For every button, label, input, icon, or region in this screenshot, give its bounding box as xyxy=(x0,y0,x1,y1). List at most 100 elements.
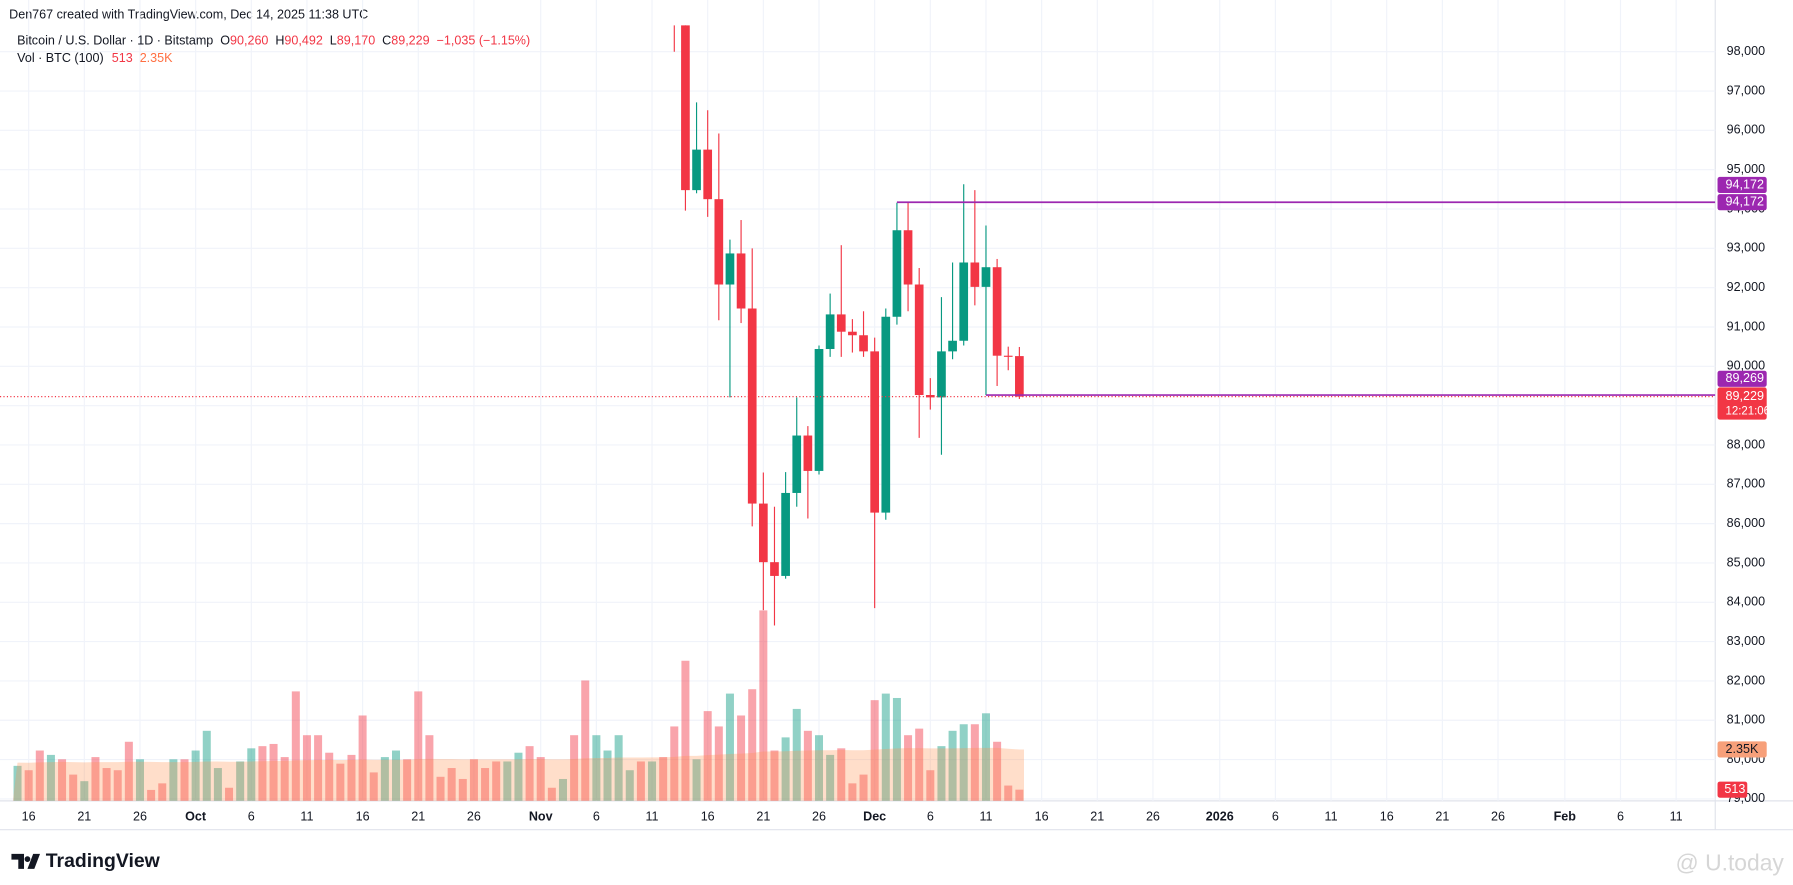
volume-bar xyxy=(881,693,890,801)
volume-bar xyxy=(447,768,456,801)
candle-body xyxy=(970,262,980,287)
y-tick-label: 86,000 xyxy=(1727,516,1765,530)
volume-ma-area xyxy=(12,747,1024,801)
y-tick-label: 84,000 xyxy=(1727,595,1765,609)
volume-bar xyxy=(258,746,267,801)
candle-body xyxy=(825,314,835,350)
volume-bar xyxy=(102,768,111,801)
x-tick-label: 11 xyxy=(1325,809,1338,823)
y-tick-label: 82,000 xyxy=(1727,673,1765,687)
candle-body xyxy=(1003,355,1013,357)
volume-box xyxy=(1717,781,1748,798)
x-tick-label: 26 xyxy=(467,809,481,823)
volume-bar xyxy=(859,774,868,801)
volume-bar xyxy=(269,743,278,801)
volume-bar xyxy=(614,735,623,801)
volume-bar xyxy=(124,741,133,801)
volume-bar xyxy=(469,759,478,801)
candle-body xyxy=(714,199,724,285)
volume-bar xyxy=(570,735,579,801)
volume-bar xyxy=(737,715,746,801)
volume-bar xyxy=(1004,785,1013,801)
candle-body xyxy=(848,331,857,336)
volume-bar xyxy=(481,768,490,801)
candle-body xyxy=(903,230,913,285)
legend-line: Bitcoin / U.S. Dollar · 1D · Bitstamp O9… xyxy=(17,34,530,48)
volume-bar xyxy=(547,787,556,801)
countdown-label: 12:21:06 xyxy=(1726,406,1770,418)
legend-low: 89,170 xyxy=(337,34,375,48)
price-label-box xyxy=(1717,370,1767,387)
volume-bar xyxy=(792,708,801,801)
candle-body xyxy=(814,349,824,471)
x-tick-label: 6 xyxy=(927,809,934,823)
volume-bar xyxy=(870,700,879,801)
level-label: 94,172 xyxy=(1726,177,1764,191)
volume-bar xyxy=(525,746,534,801)
legend-close-label: C xyxy=(382,34,391,48)
price-label-box xyxy=(1717,387,1767,420)
volume-legend: Vol · BTC (100) 513 2.35K xyxy=(17,51,173,65)
volume-bar xyxy=(692,759,701,801)
x-tick-label: 16 xyxy=(356,809,370,823)
volume-bar xyxy=(536,757,545,801)
legend-low-label: L xyxy=(330,34,337,48)
x-tick-label: 21 xyxy=(1435,809,1449,823)
logo: TradingView xyxy=(11,850,161,872)
candle-body xyxy=(725,253,735,285)
volume-bar xyxy=(803,730,812,801)
legend-open: 90,260 xyxy=(230,34,268,48)
candle-body xyxy=(836,314,846,332)
volume-bar xyxy=(213,768,222,801)
volume-bar xyxy=(80,781,89,801)
volume-bar xyxy=(336,763,345,801)
volume-bar xyxy=(492,761,501,801)
candle-body xyxy=(981,267,991,287)
volume-bar xyxy=(648,761,657,801)
x-tick-label: 11 xyxy=(979,809,992,823)
price-label-box xyxy=(1717,176,1767,194)
level-label: 89,269 xyxy=(1726,371,1764,385)
x-tick-label: 21 xyxy=(411,809,425,823)
candle-body xyxy=(948,340,957,352)
volume-bar xyxy=(180,759,189,801)
volume-bar xyxy=(725,693,734,801)
legend-change: −1,035 (−1.15%) xyxy=(437,34,531,48)
volume-bar xyxy=(24,770,33,801)
x-tick-label: 21 xyxy=(1090,809,1104,823)
y-tick-label: 90,000 xyxy=(1727,359,1765,373)
y-tick-label: 83,000 xyxy=(1727,634,1765,648)
volume-bar xyxy=(425,735,434,801)
volume-value-label: 513 xyxy=(1724,782,1745,796)
x-tick-label: 16 xyxy=(1035,809,1049,823)
candle-layer xyxy=(0,25,1716,626)
watermark: @ U.today xyxy=(1676,849,1785,875)
legend-high: 90,492 xyxy=(284,34,322,48)
candle-body xyxy=(736,253,746,309)
x-tick-label: 16 xyxy=(701,809,715,823)
volume-bar xyxy=(981,713,990,801)
volume-bar xyxy=(291,691,300,801)
volume-name: Vol · BTC (100) xyxy=(17,51,104,65)
volume-bar xyxy=(892,697,901,801)
volume-bar xyxy=(514,752,523,801)
last-price-label: 89,229 xyxy=(1726,389,1764,403)
volume-bar xyxy=(91,757,100,801)
volume-bar xyxy=(113,770,122,801)
candle-body xyxy=(1015,356,1024,397)
y-tick-label: 85,000 xyxy=(1727,555,1765,569)
volume-bar xyxy=(236,761,245,801)
volume-bar xyxy=(659,757,668,801)
volume-bar xyxy=(748,689,757,801)
volume-bar xyxy=(937,746,946,801)
x-tick-label: 6 xyxy=(1272,809,1279,823)
candle-body xyxy=(959,262,969,341)
volume-bar xyxy=(915,728,924,801)
x-tick-label: Feb xyxy=(1554,809,1577,823)
volume-bar xyxy=(392,750,401,801)
volume-bar xyxy=(625,770,634,801)
volume-bar xyxy=(703,711,712,801)
volume-bar xyxy=(247,748,256,801)
volume-bar xyxy=(169,759,178,801)
